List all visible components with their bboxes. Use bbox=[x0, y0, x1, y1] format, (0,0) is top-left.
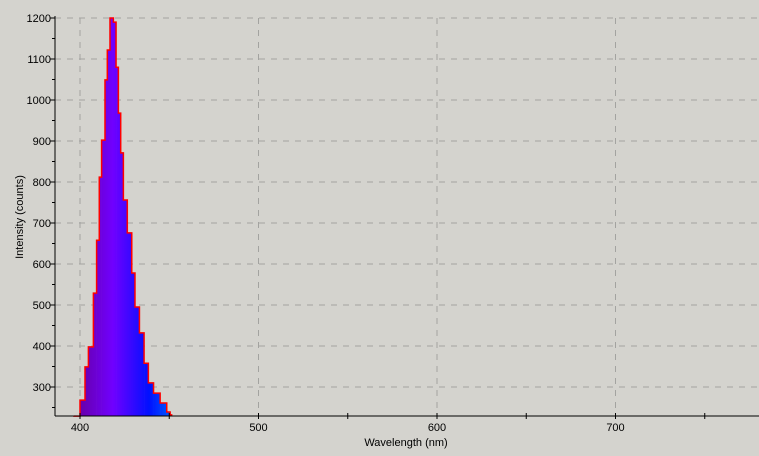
spectrum-bar bbox=[80, 400, 86, 416]
spectrum-bar bbox=[144, 363, 149, 416]
axes bbox=[50, 16, 759, 419]
y-tick-label: 800 bbox=[33, 177, 51, 189]
spectrum-bar bbox=[139, 332, 145, 416]
spectrum-bar bbox=[116, 67, 119, 416]
y-tick-label: 300 bbox=[33, 382, 51, 394]
spectrum-bar bbox=[107, 49, 111, 416]
y-tick-label: 1000 bbox=[27, 95, 51, 107]
spectrum-bar bbox=[153, 393, 161, 416]
spectrum-bar bbox=[99, 177, 102, 416]
spectrum-bar bbox=[118, 113, 121, 417]
x-tick-label: 700 bbox=[606, 422, 624, 434]
y-tick-labels: 300 400 500 600 700 800 900 1000 1100 12… bbox=[27, 13, 51, 394]
y-tick-label: 1200 bbox=[27, 13, 51, 25]
y-axis-title: Intensity (counts) bbox=[14, 175, 26, 259]
spectrum-bar bbox=[113, 22, 117, 416]
x-tick-label: 500 bbox=[249, 422, 267, 434]
spectrum-bar bbox=[84, 366, 89, 416]
spectrum-bar bbox=[96, 240, 100, 416]
x-axis-title: Wavelength (nm) bbox=[364, 437, 447, 449]
y-tick-label: 400 bbox=[33, 341, 51, 353]
spectrum-bar bbox=[104, 79, 108, 416]
spectrum-bars bbox=[80, 18, 172, 417]
spectrum-bar bbox=[123, 200, 128, 416]
spectrum-bar bbox=[93, 293, 97, 416]
spectrum-outline bbox=[73, 17, 173, 417]
spectrum-bar bbox=[134, 307, 140, 416]
x-tick-labels: 400 500 600 700 bbox=[71, 422, 625, 434]
spectrum-bar bbox=[109, 18, 114, 416]
y-tick-label: 900 bbox=[33, 136, 51, 148]
spectrum-bar bbox=[127, 232, 133, 416]
y-tick-label: 600 bbox=[33, 259, 51, 271]
y-tick-label: 500 bbox=[33, 300, 51, 312]
spectrum-bar bbox=[101, 140, 106, 416]
spectrum-bar bbox=[160, 402, 168, 416]
x-tick-label: 600 bbox=[428, 422, 446, 434]
spectrum-bar bbox=[120, 152, 124, 416]
spectrum-bar bbox=[131, 273, 136, 416]
x-tick-label: 400 bbox=[71, 422, 89, 434]
y-tick-label: 700 bbox=[33, 218, 51, 230]
spectrum-bar bbox=[166, 412, 171, 416]
spectrum-bar bbox=[148, 382, 154, 416]
spectrum-bar bbox=[88, 346, 94, 416]
grid-lines bbox=[55, 17, 759, 416]
y-tick-label: 1100 bbox=[27, 54, 51, 66]
